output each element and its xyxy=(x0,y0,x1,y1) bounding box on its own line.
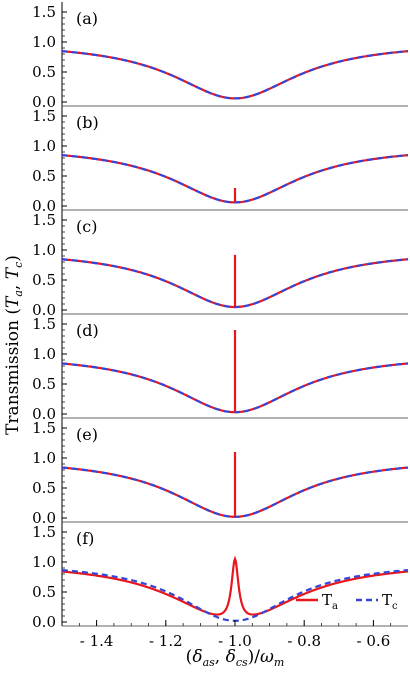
x-axis: - 1.4 - 1.2 - 1.0 - 0.8 - 0.6 xyxy=(61,620,392,650)
panel-label: (e) xyxy=(76,425,98,444)
y-tick-label: 0.5 xyxy=(32,583,56,601)
x-tick-label: - 1.4 xyxy=(80,632,114,650)
panel-d: 0.0 0.5 1.0 1.5 (d) xyxy=(32,314,409,423)
y-tick-label: 1.5 xyxy=(32,419,56,437)
panel-label: (b) xyxy=(76,113,99,132)
x-tick-label: - 1.0 xyxy=(218,632,252,650)
panel-label: (c) xyxy=(76,217,97,236)
y-tick-label: 1.0 xyxy=(32,137,56,155)
panels-group: 0.0 0.5 1.0 1.5 (a) 0.0 0.5 1.0 1.5 (b) 0.0 0.5 1.0 1… xyxy=(32,2,409,631)
y-tick-label: 0.0 xyxy=(32,613,56,631)
panel-a: 0.0 0.5 1.0 1.5 (a) xyxy=(32,2,409,111)
series-ta-line xyxy=(61,555,409,616)
panel-e: 0.0 0.5 1.0 1.5 (e) xyxy=(32,418,409,527)
y-tick-label: 1.0 xyxy=(32,345,56,363)
y-tick-label: 0.5 xyxy=(32,271,56,289)
series-tc-line xyxy=(61,50,409,100)
y-tick-label: 1.5 xyxy=(32,211,56,229)
y-tick-label: 1.5 xyxy=(32,315,56,333)
y-tick-label: 1.0 xyxy=(32,449,56,467)
panel-label: (d) xyxy=(76,321,99,340)
y-tick-label: 0.5 xyxy=(32,167,56,185)
legend: Ta Tc xyxy=(296,591,398,612)
y-tick-label: 1.5 xyxy=(32,523,56,541)
legend-label-ta: Ta xyxy=(322,591,338,612)
panel-f: 0.0 0.5 1.0 1.5 (f) xyxy=(32,522,409,631)
y-tick-label: 0.5 xyxy=(32,375,56,393)
y-tick-label: 1.5 xyxy=(32,3,56,21)
panel-c: 0.0 0.5 1.0 1.5 (c) xyxy=(32,210,409,319)
y-tick-label: 0.5 xyxy=(32,479,56,497)
x-tick-label: - 0.6 xyxy=(357,632,391,650)
y-tick-label: 0.0 xyxy=(32,509,56,527)
y-tick-label: 1.0 xyxy=(32,241,56,259)
y-tick-label: 1.0 xyxy=(32,33,56,51)
legend-label-tc: Tc xyxy=(382,591,398,612)
y-tick-label: 1.0 xyxy=(32,553,56,571)
x-tick-label: - 1.2 xyxy=(149,632,183,650)
y-tick-label: 0.0 xyxy=(32,301,56,319)
y-tick-label: 0.0 xyxy=(32,93,56,111)
y-axis-title: Transmission (Ta, Tc) xyxy=(3,255,25,435)
y-tick-label: 0.5 xyxy=(32,63,56,81)
y-tick-label: 1.5 xyxy=(32,107,56,125)
x-tick-label: - 0.8 xyxy=(287,632,321,650)
panel-label: (f) xyxy=(76,529,94,548)
y-tick-label: 0.0 xyxy=(32,197,56,215)
panel-label: (a) xyxy=(76,9,98,28)
panel-b: 0.0 0.5 1.0 1.5 (b) xyxy=(32,106,409,215)
y-tick-label: 0.0 xyxy=(32,405,56,423)
x-axis-title: (δas, δcs)/ωm xyxy=(186,647,285,669)
